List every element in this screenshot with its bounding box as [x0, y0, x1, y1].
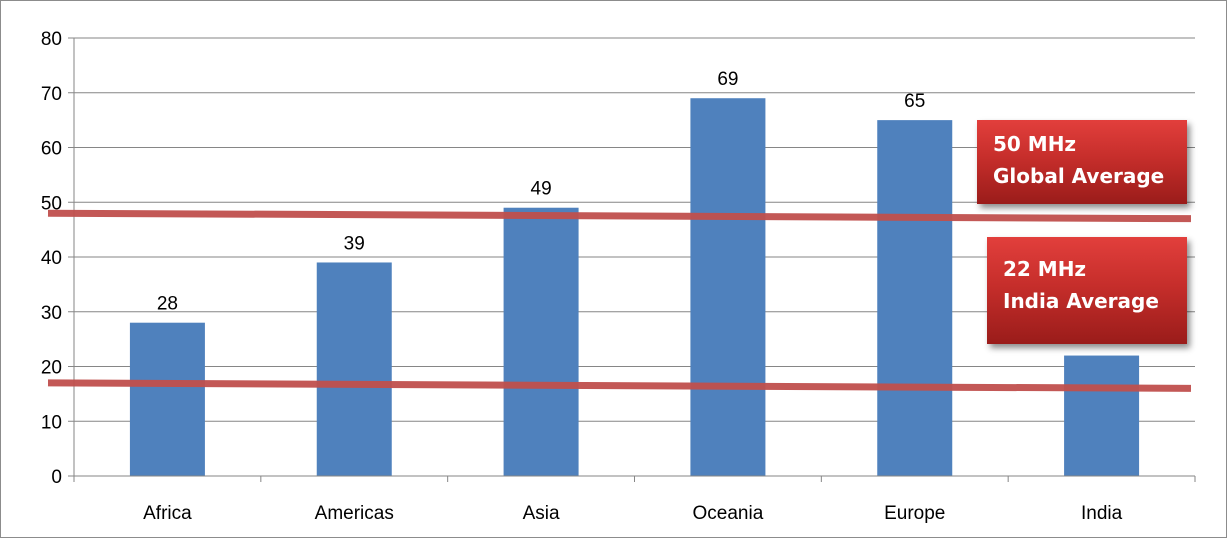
- reference-lines: [47, 209, 1192, 392]
- category-label: Asia: [523, 503, 560, 524]
- y-tick-label: 40: [41, 248, 62, 269]
- y-tick-label: 10: [41, 412, 62, 433]
- y-tick-label: 30: [41, 303, 62, 324]
- bar-europe: [877, 120, 953, 476]
- bar-oceania: [690, 98, 766, 476]
- global-average-label: Global Average: [993, 164, 1165, 188]
- india-average-value: 22 MHz: [1003, 257, 1087, 281]
- y-tick-label: 0: [51, 467, 62, 488]
- y-tick-label: 20: [41, 358, 62, 379]
- bars: 283949696522: [129, 69, 1140, 476]
- y-tick-label: 80: [41, 29, 62, 50]
- gridlines: [74, 37, 1195, 422]
- bar-americas: [316, 262, 392, 476]
- y-tick-label: 70: [41, 84, 62, 105]
- bar-asia: [503, 207, 579, 476]
- category-label: Europe: [884, 503, 945, 524]
- data-label: 69: [717, 69, 738, 90]
- y-tick-label: 50: [41, 193, 62, 214]
- bar-india: [1064, 355, 1140, 476]
- category-label: Africa: [143, 503, 192, 524]
- india-average-label: India Average: [1003, 289, 1159, 313]
- bar-africa: [129, 322, 205, 476]
- y-axis: 0 10 20 30 40 50 60 70 80: [41, 29, 75, 488]
- india-average-callout: 22 MHz India Average: [987, 237, 1187, 344]
- data-label: 39: [344, 233, 365, 254]
- data-label: 65: [904, 91, 925, 112]
- category-label: Americas: [315, 503, 394, 524]
- data-label: 49: [531, 179, 552, 200]
- category-label: India: [1081, 503, 1123, 524]
- global-average-value: 50 MHz: [993, 132, 1077, 156]
- category-label: Oceania: [693, 503, 764, 524]
- global-average-line: [47, 209, 1192, 223]
- global-average-callout: 50 MHz Global Average: [977, 120, 1187, 204]
- data-label: 28: [157, 294, 178, 315]
- x-axis: Africa Americas Asia Oceania Europe India: [73, 475, 1196, 524]
- india-average-line: [47, 379, 1192, 392]
- y-tick-label: 60: [41, 139, 62, 160]
